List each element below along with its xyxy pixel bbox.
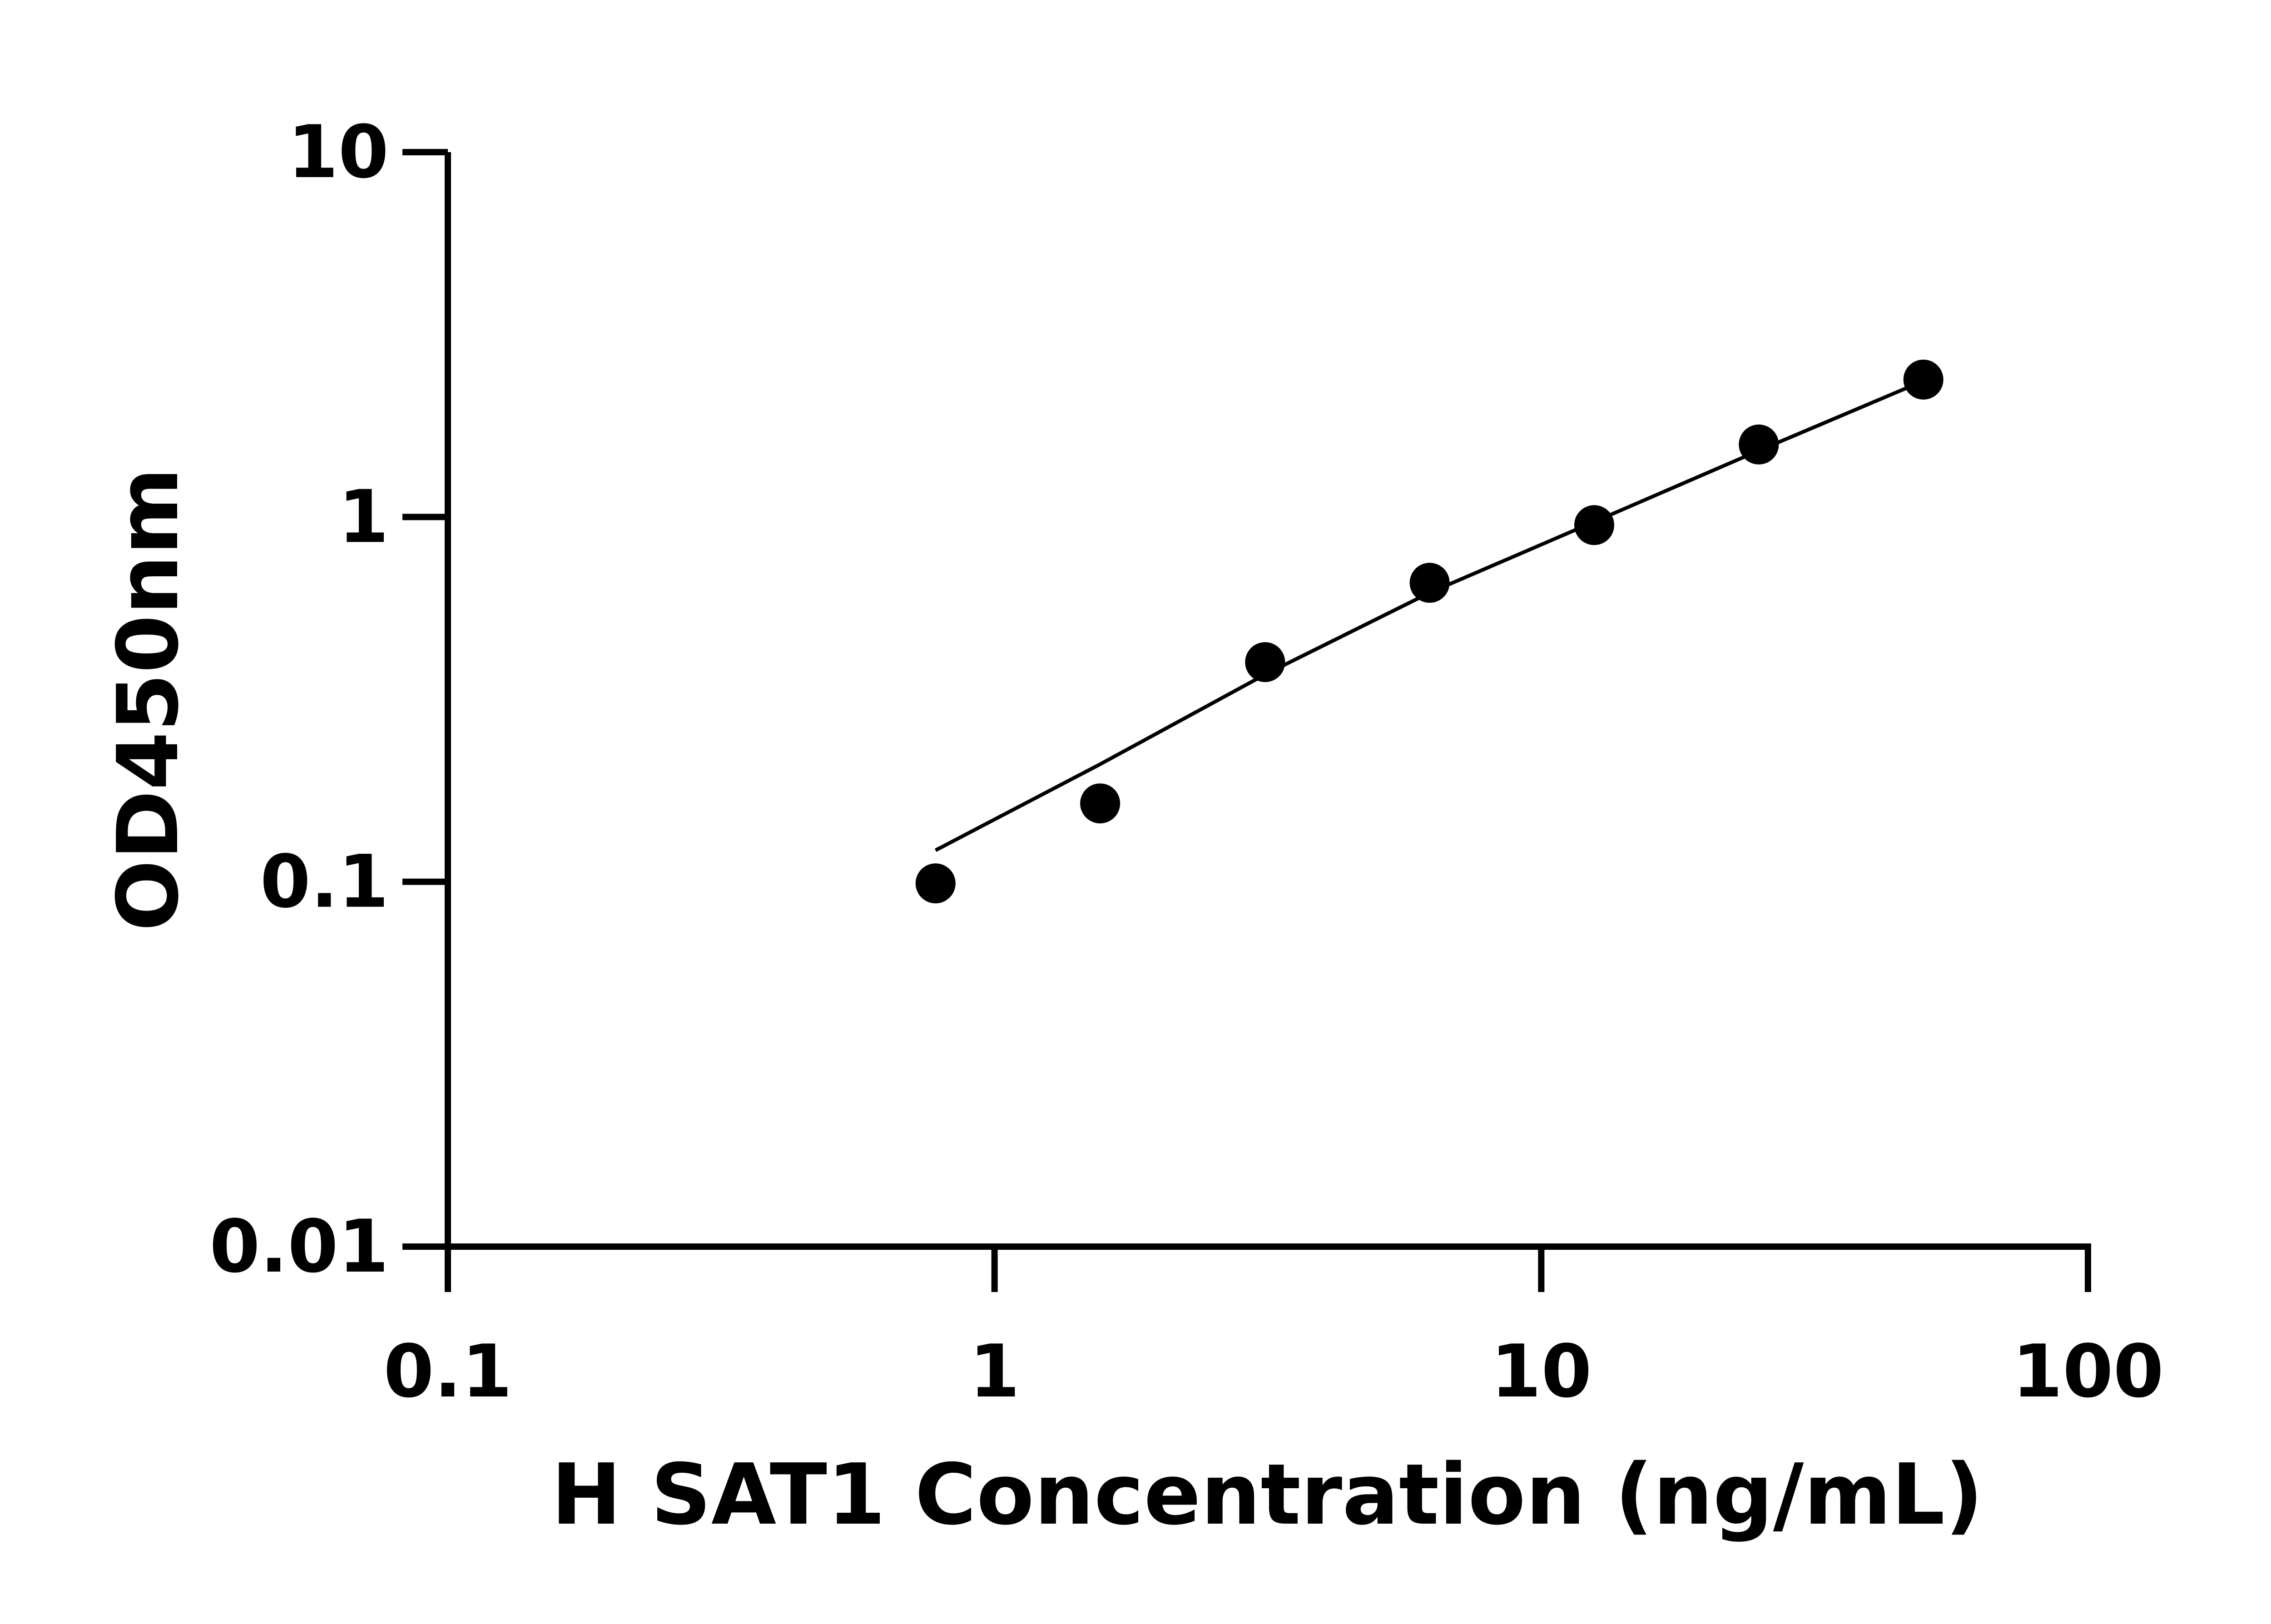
data-point: [1245, 642, 1285, 683]
y-tick-label: 10: [288, 109, 389, 194]
data-point: [915, 863, 956, 904]
data-points: [915, 359, 1944, 904]
axes: [445, 152, 2091, 1250]
ticks: 0.1 1 10 100 0.01 0.1 1 10: [209, 109, 2164, 1414]
y-tick-label: 1: [338, 474, 389, 559]
data-point: [1574, 505, 1614, 545]
y-tick-label: 0.1: [260, 839, 389, 924]
data-point: [1903, 359, 1944, 400]
data-point: [1080, 783, 1121, 824]
x-tick-label: 1: [969, 1329, 1020, 1414]
data-point: [1739, 424, 1779, 465]
x-tick-label: 100: [2012, 1329, 2164, 1414]
data-point: [1409, 563, 1450, 603]
x-tick-label: 10: [1491, 1329, 1592, 1414]
x-tick-label: 0.1: [383, 1329, 512, 1414]
y-axis-label: OD450nm: [99, 467, 197, 931]
x-axis-label: H SAT1 Concentration (ng/mL): [551, 1446, 1983, 1544]
y-tick-label: 0.01: [209, 1204, 389, 1289]
